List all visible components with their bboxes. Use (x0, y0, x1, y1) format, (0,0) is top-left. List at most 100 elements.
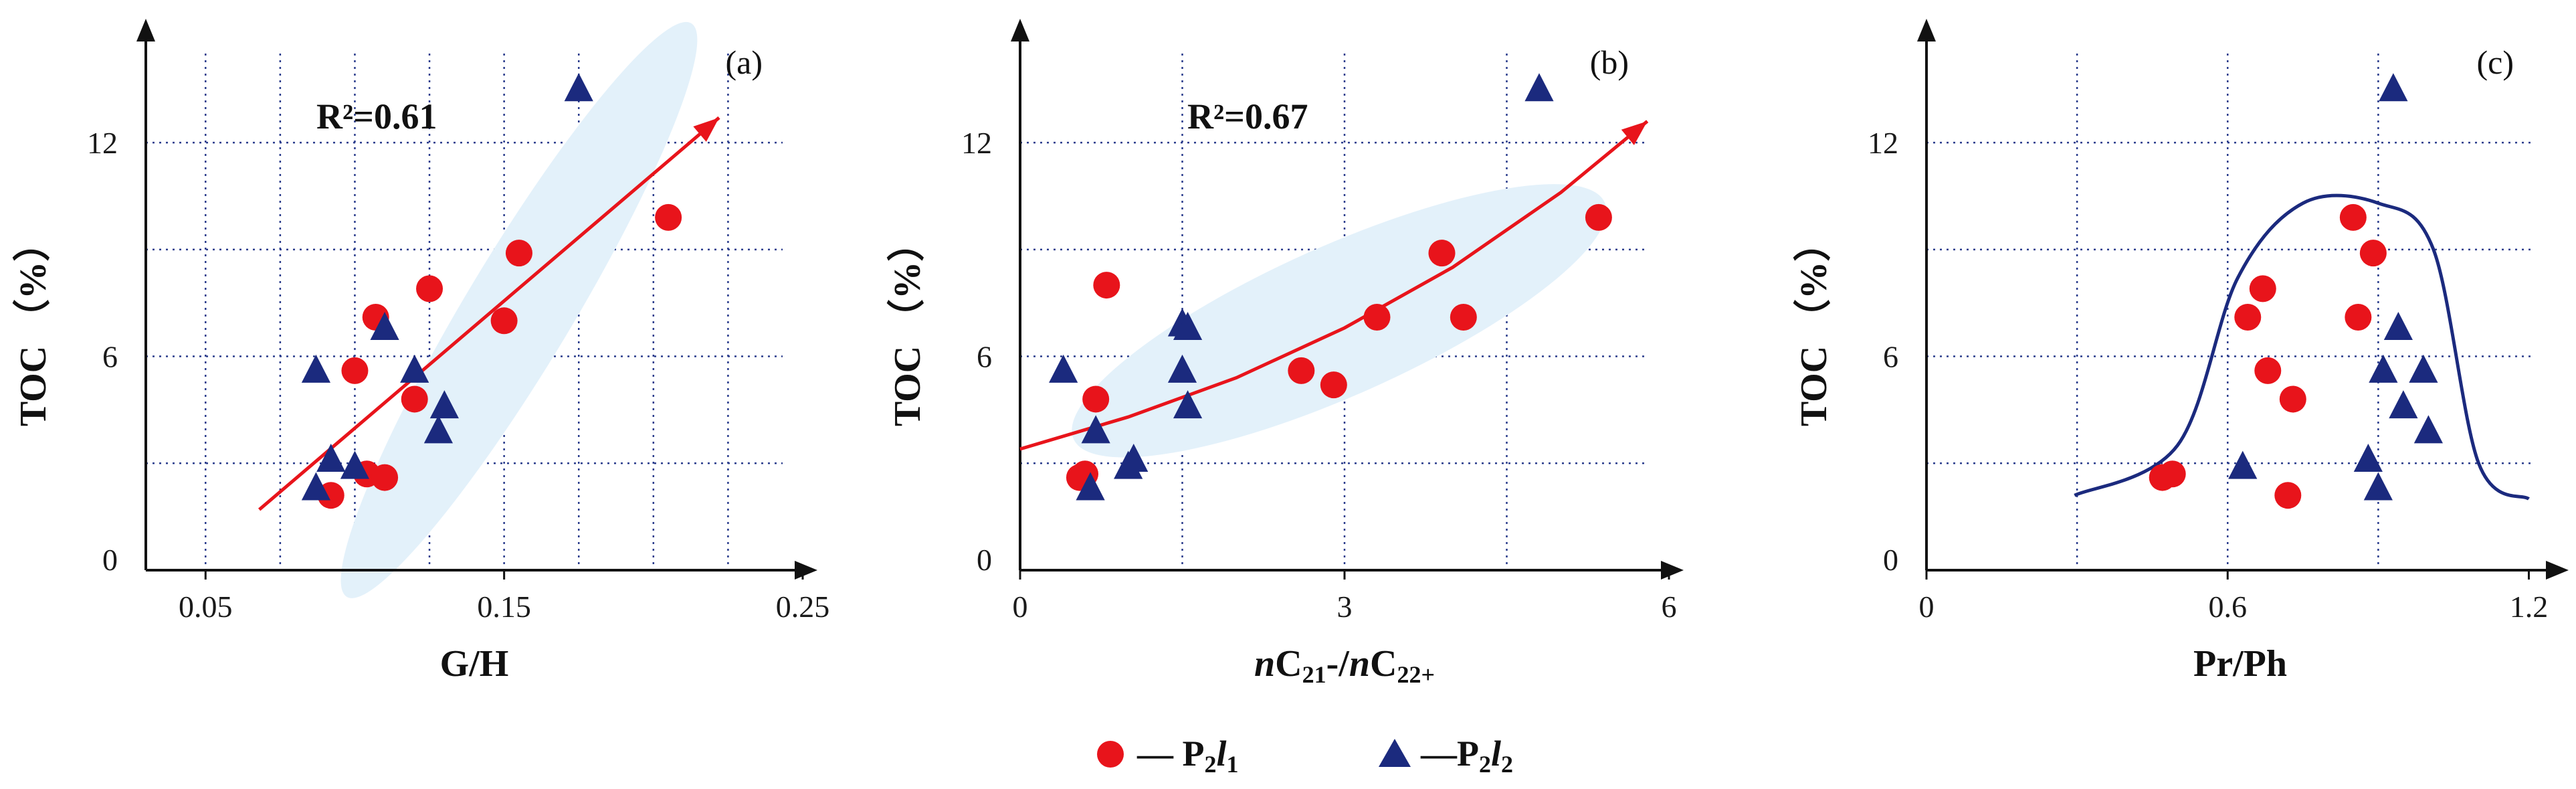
x-tick-label: 3 (1337, 590, 1353, 624)
panel-label: (b) (1590, 43, 1629, 81)
data-point-p2l1 (1585, 203, 1612, 231)
panel-label: (a) (726, 43, 763, 81)
data-point-p2l1 (2274, 482, 2302, 509)
x-tick-label: 0.6 (2208, 590, 2247, 624)
data-point-p2l1 (1288, 357, 1315, 384)
data-point-p2l2 (1049, 354, 1078, 383)
data-point-p2l1 (655, 203, 682, 231)
y-axis-arrow (1917, 19, 1936, 41)
data-point-p2l1 (341, 357, 369, 384)
data-point-p2l2 (1076, 472, 1105, 501)
x-axis-title: Pr/Ph (2193, 643, 2287, 685)
data-point-p2l2 (1119, 443, 1149, 472)
data-point-p2l2 (2409, 354, 2438, 383)
trend-arrowhead (1621, 121, 1648, 145)
data-point-p2l2 (2379, 73, 2408, 102)
panel-a: 0.05 0.15 0.25 0 6 12 G/H TOC （%） (a) R²=0.61 (12, 19, 830, 685)
x-tick-label: 0.25 (776, 590, 830, 624)
data-point-p2l1 (505, 240, 532, 267)
legend-p2l2-marker (1379, 739, 1411, 767)
y-axis-title: TOC （%） (12, 224, 54, 426)
data-point-p2l2 (1173, 390, 1203, 419)
data-point-p2l2 (400, 354, 429, 383)
y-tick-label: 6 (977, 340, 992, 374)
y-axis-title: TOC （%） (886, 224, 928, 426)
data-point-p2l1 (1428, 240, 1456, 267)
data-point-p2l1 (2345, 303, 2372, 331)
data-point-p2l2 (564, 73, 593, 102)
data-point-p2l1 (2279, 385, 2306, 413)
x-axis-arrow (1661, 561, 1684, 580)
x-axis-title: nC21-/nC22+ (1254, 643, 1435, 688)
panel-label: (c) (2477, 43, 2514, 81)
data-point-p2l2 (1173, 311, 1203, 340)
y-tick-label: 6 (102, 340, 118, 374)
data-point-p2l2 (316, 443, 346, 472)
data-point-p2l1 (371, 464, 399, 491)
trend-arrowhead (693, 117, 720, 142)
legend-p2l1-marker (1097, 741, 1124, 768)
r-squared-annotation: R²=0.67 (1187, 96, 1308, 137)
trend-line (258, 116, 720, 511)
y-tick-label: 6 (1883, 340, 1898, 374)
data-point-p2l1 (1320, 371, 1347, 399)
trend-line (1019, 120, 1649, 451)
data-point-p2l2 (2413, 415, 2443, 444)
panel-c: 0 0.6 1.2 0 6 12 Pr/Ph TOC （%） (c) (1793, 19, 2569, 685)
data-point-p2l1 (2339, 203, 2367, 231)
data-point-p2l2 (370, 311, 399, 340)
data-point-p2l1 (1450, 303, 1477, 331)
r-squared-annotation: R²=0.61 (316, 96, 437, 137)
x-tick-label: 6 (1662, 590, 1677, 624)
data-point-p2l1 (401, 385, 428, 413)
ellipse-region (340, 21, 698, 598)
x-tick-label: 0 (1919, 590, 1935, 624)
data-point-p2l1 (2159, 460, 2186, 488)
y-tick-label: 12 (1868, 126, 1898, 160)
x-tick-label: 0 (1013, 590, 1028, 624)
data-point-p2l2 (1167, 354, 1197, 383)
data-point-p2l1 (2359, 240, 2387, 267)
data-point-p2l1 (2254, 357, 2282, 384)
data-point-p2l1 (1082, 385, 1110, 413)
data-point-p2l2 (340, 450, 370, 479)
data-point-p2l1 (2234, 303, 2262, 331)
y-tick-label: 12 (87, 126, 118, 160)
envelope-curve (2074, 193, 2530, 501)
data-point-p2l2 (2353, 443, 2383, 472)
legend: — P2l1 —P2l2 (1097, 733, 1513, 778)
data-point-p2l1 (1363, 303, 1391, 331)
x-axis-title: G/H (440, 643, 509, 685)
x-axis-arrow (2546, 561, 2569, 580)
x-axis-arrow (795, 561, 817, 580)
y-tick-label: 0 (977, 543, 992, 577)
x-tick-label: 0.15 (477, 590, 531, 624)
data-point-p2l2 (2383, 311, 2413, 340)
y-axis-arrow (1011, 19, 1029, 41)
panel-b: 0 3 6 0 6 12 nC21-/nC22+ TOC （%） (b) R²=0.67 (886, 19, 1684, 688)
data-point-p2l1 (1093, 272, 1120, 299)
legend-p2l2-label: —P2l2 (1420, 733, 1513, 778)
data-point-p2l2 (301, 472, 331, 501)
y-axis-arrow (136, 19, 155, 41)
data-point-p2l2 (1081, 415, 1110, 444)
x-tick-label: 0.05 (179, 590, 233, 624)
data-point-p2l2 (301, 354, 331, 383)
y-tick-label: 12 (961, 126, 992, 160)
y-tick-label: 0 (102, 543, 118, 577)
y-tick-label: 0 (1883, 543, 1898, 577)
data-point-p2l2 (423, 415, 454, 444)
data-point-p2l2 (2228, 450, 2258, 479)
data-point-p2l1 (416, 275, 443, 302)
legend-p2l1-label: — P2l1 (1136, 733, 1239, 778)
y-axis-title: TOC （%） (1793, 224, 1835, 426)
data-point-p2l2 (2389, 390, 2418, 419)
data-point-p2l1 (490, 307, 518, 335)
data-point-p2l1 (2249, 275, 2276, 302)
data-point-p2l2 (1524, 73, 1554, 102)
data-point-p2l2 (429, 390, 459, 419)
x-tick-label: 1.2 (2510, 590, 2549, 624)
data-point-p2l2 (2369, 354, 2398, 383)
data-point-p2l2 (2363, 472, 2393, 501)
